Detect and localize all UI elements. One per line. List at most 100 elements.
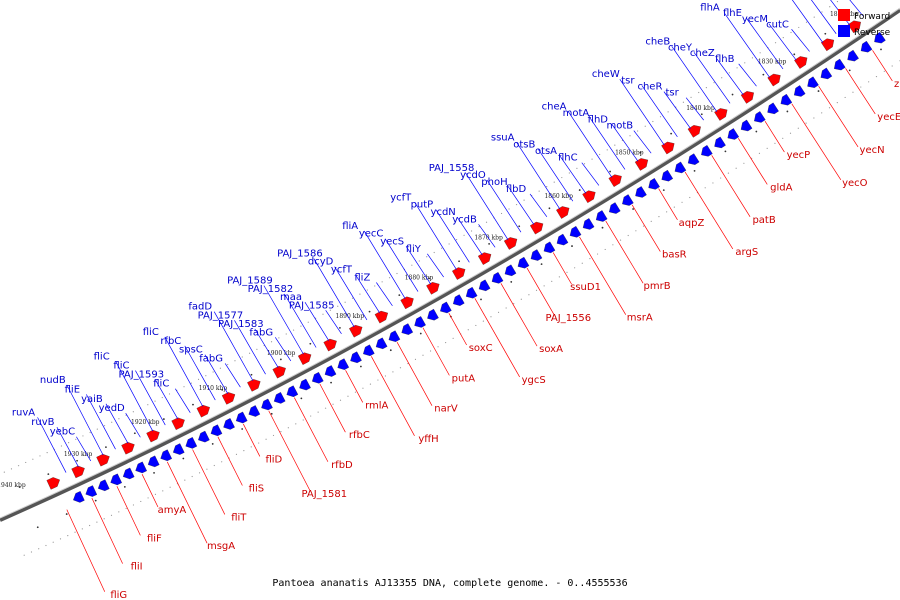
reverse-gene-arrow [727,128,740,140]
reverse-gene-label: PAJ_1583 [218,319,264,330]
tick-dot [735,167,737,169]
tick-dot [667,111,669,113]
forward-gene-label: msgA [207,541,235,552]
tick-dot [265,438,267,440]
tick-dot [662,189,665,192]
reverse-gene-arrow [595,210,608,222]
tick-dot [574,267,576,269]
tick-dot [855,12,858,14]
forward-gene-arrow [121,442,135,455]
reverse-gene-leader [174,388,191,413]
reverse-gene-arrow [465,286,478,299]
tick-dot [89,431,91,434]
tick-dot [774,42,777,44]
forward-gene-label: ygcS [522,375,546,386]
forward-gene-label: ssuD1 [570,282,601,293]
forward-gene-arrow [556,206,570,219]
forward-gene-arrow [272,365,286,379]
tick-dot [637,130,639,132]
tick-dot [805,122,807,124]
tick-dot [880,48,882,51]
reverse-gene-arrow [375,337,388,350]
reverse-gene-label: motA [563,108,590,119]
tick-dot [418,260,420,262]
tick-dot [766,147,768,149]
tick-dot [384,375,387,377]
forward-gene-arrow [374,310,389,324]
forward-gene-leader [141,474,159,508]
tick-dot [523,199,525,201]
forward-gene-labels: znuB yecE yecN yecO yecP gldA patB argS aqpZ basR… [66,50,900,600]
reverse-gene-arrow [780,93,793,106]
tick-dot [762,73,765,76]
forward-gene-label: pmrB [644,281,671,292]
tick-dot [433,251,435,254]
tick-dot [448,243,450,245]
kbp-tick-label: 1900 kbp [267,350,296,357]
reverse-gene-label: fliC [153,379,169,390]
tick-dot [535,289,538,291]
forward-gene-leader [579,236,627,315]
tick-dot [248,352,251,354]
reverse-gene-leader [414,202,457,270]
reverse-gene-label: fliZ [354,273,370,284]
forward-gene-arrow [146,429,160,443]
reverse-gene-leader [567,111,613,178]
tick-dot [354,391,357,393]
forward-gene-label: basR [662,250,687,261]
reverse-gene-label: yaiB [81,394,103,405]
tick-dot [46,452,48,454]
reverse-gene-label: fabG [249,327,273,338]
forward-gene-leader [217,436,243,486]
tick-dot [295,423,297,425]
tick-dot [68,442,70,444]
tick-dot [639,151,642,154]
tick-dot [666,211,668,213]
forward-gene-label: fliS [249,483,264,494]
tick-dot [681,201,683,203]
kbp-tick-label: 1840 kbp [686,105,715,112]
reverse-gene-leader [363,230,406,299]
forward-gene-leader [791,103,842,180]
forward-gene-arrow [661,141,675,155]
reverse-gene-arrow [427,308,439,321]
reverse-gene-leader [589,117,626,170]
reverse-gene-leader [738,63,757,87]
reverse-gene-leader [304,302,330,341]
reverse-gene-leader [405,246,432,285]
forward-gene-label: znuB [894,79,900,90]
tick-dot [632,208,635,210]
forward-gene-leader [293,397,329,462]
tick-dot [704,187,706,189]
reverse-gene-arrow [793,85,806,97]
tick-dot [606,149,608,151]
forward-gene-label: yecP [787,150,811,161]
tick-dot [508,208,510,210]
tick-dot [111,421,113,423]
forward-gene-arrow [323,338,337,352]
tick-dot [96,521,98,523]
tick-dot [75,438,77,440]
reverse-gene-label: PAJ_1586 [277,249,323,260]
forward-gene-label: argS [735,247,758,258]
forward-gene-arrow [426,282,440,295]
forward-gene-label: gldA [770,182,792,193]
forward-gene-leader [818,86,859,148]
tick-dot [389,349,392,352]
tick-dot [190,382,192,384]
tick-dot [25,461,27,464]
tick-dot [300,397,303,400]
tick-dot [682,101,685,103]
forward-gene-arrow [400,296,414,310]
tick-dot [627,234,629,237]
tick-dot [500,212,503,215]
reverse-gene-arrow [860,40,873,53]
tick-dot [211,443,214,445]
tick-dot [428,277,431,280]
tick-dot [270,341,273,343]
tick-dot [212,371,214,373]
tick-dot [82,435,84,437]
tick-dot [287,427,289,429]
forward-gene-leader [500,283,538,347]
reverse-gene-arrow [312,372,324,384]
